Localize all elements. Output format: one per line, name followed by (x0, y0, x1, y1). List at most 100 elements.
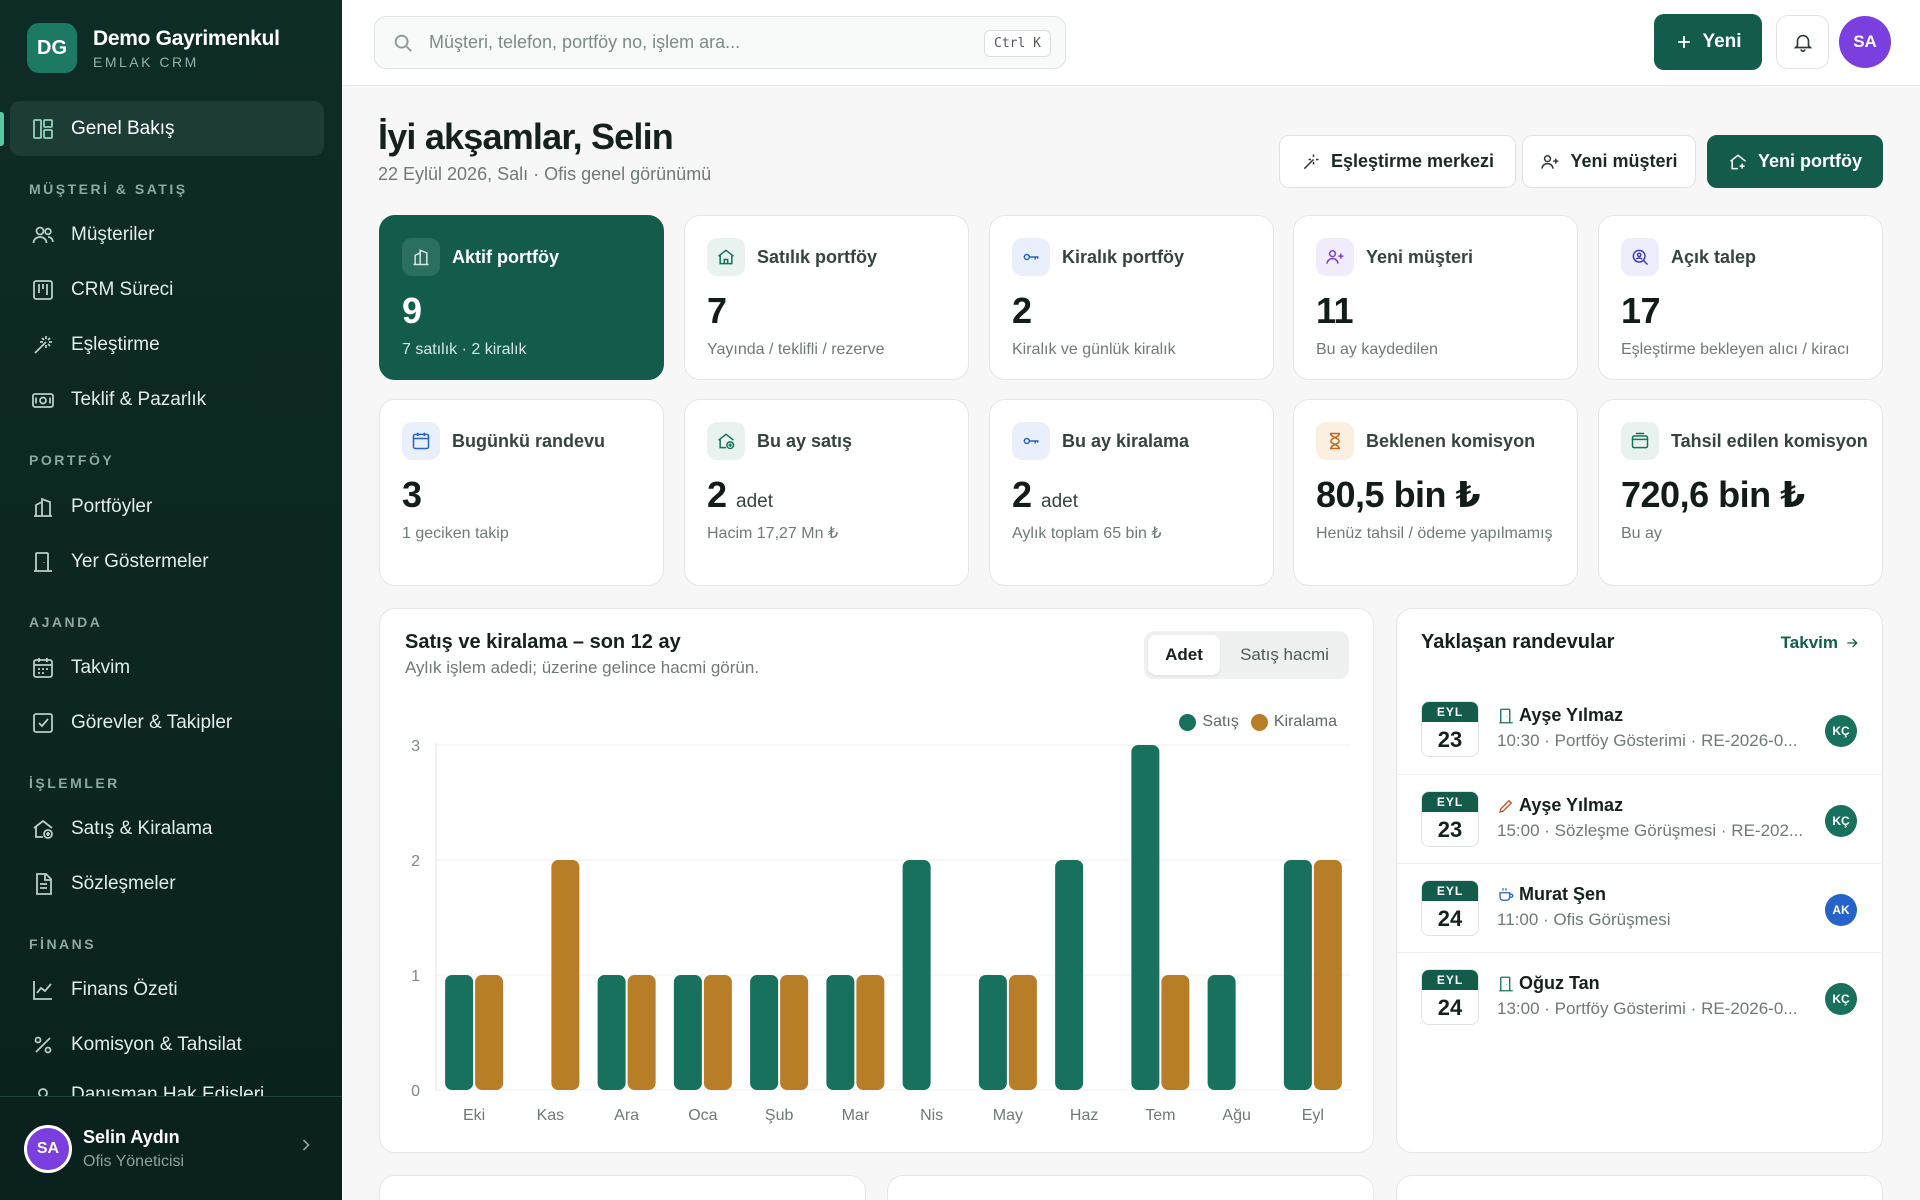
new-customer-button[interactable]: Yeni müşteri (1522, 135, 1696, 188)
stat-card-expected-commission[interactable]: Beklenen komisyon 80,5 bin ₺ Henüz tahsi… (1293, 399, 1578, 586)
x-tick-label: Tem (1145, 1107, 1175, 1124)
sidebar-item-earnings[interactable]: Danışman Hak Edişleri (10, 1072, 324, 1096)
x-tick-label: Mar (842, 1107, 870, 1124)
bar-rentals[interactable] (475, 975, 504, 1090)
bar-rentals[interactable] (1313, 860, 1342, 1090)
new-button[interactable]: Yeni (1654, 14, 1762, 70)
bar-rentals[interactable] (627, 975, 656, 1090)
date-badge: EYL 23 (1421, 701, 1479, 757)
bar-sales[interactable] (445, 975, 474, 1090)
appointment-meta: 13:00 · Portföy Gösterimi · RE-2026-0... (1497, 999, 1798, 1018)
x-tick-label: Kas (537, 1107, 565, 1124)
matching-center-button[interactable]: Eşleştirme merkezi (1279, 135, 1516, 188)
house-deal-icon (30, 816, 56, 842)
search-input[interactable]: Müşteri, telefon, portföy no, işlem ara.… (374, 16, 1066, 69)
sidebar-item-tasks[interactable]: Görevler & Takipler (10, 695, 324, 750)
user-plus-icon (1541, 154, 1559, 169)
assignee-avatar[interactable]: KÇ (1825, 715, 1857, 747)
stat-card-open-request[interactable]: Açık talep 17 Eşleştirme bekleyen alıcı … (1598, 215, 1883, 380)
user-role: Ofis Yöneticisi (83, 1153, 185, 1170)
bar-sales[interactable] (826, 975, 855, 1090)
stat-sub: Bu ay kaydedilen (1316, 341, 1438, 358)
stat-sub: Aylık toplam 65 bin ₺ (1012, 525, 1162, 542)
bar-sales[interactable] (673, 975, 702, 1090)
y-tick-label: 1 (411, 968, 420, 985)
stat-card-today-appointments[interactable]: Bugünkü randevu 3 1 geciken takip (379, 399, 664, 586)
sidebar-item-label: Komisyon & Tahsilat (71, 1033, 242, 1055)
new-portfolio-button[interactable]: Yeni portföy (1707, 135, 1883, 188)
bar-sales[interactable] (978, 975, 1007, 1090)
bar-sales[interactable] (1283, 860, 1312, 1090)
door-icon (1499, 708, 1513, 723)
arrow-right-icon (1847, 638, 1858, 648)
assignee-avatar[interactable]: KÇ (1825, 805, 1857, 837)
sidebar-item-overview[interactable]: Genel Bakış (10, 101, 324, 156)
bar-rentals[interactable] (1161, 975, 1190, 1090)
stat-sub: 7 satılık · 2 kiralık (402, 341, 527, 358)
appointment-row[interactable]: EYL 24 Oğuz Tan 13:00 · Portföy Gösterimi ·… (1397, 952, 1881, 1040)
house-plus-icon (1730, 153, 1746, 169)
bar-sales[interactable] (1055, 860, 1084, 1090)
chart-subtitle: Aylık işlem adedi; üzerine gelince hacmi… (405, 658, 760, 677)
assignee-avatar[interactable]: AK (1825, 894, 1857, 926)
sidebar-item-crm[interactable]: CRM Süreci (10, 262, 324, 317)
door-icon (1499, 976, 1513, 991)
x-tick-label: Şub (765, 1107, 794, 1124)
shortcut-badge: Ctrl K (984, 30, 1051, 57)
date-badge: EYL 24 (1421, 969, 1479, 1025)
button-label: Yeni portföy (1757, 151, 1862, 171)
building-icon (402, 238, 440, 276)
user-plus-icon (1316, 238, 1354, 276)
stat-card-rent-portfolio[interactable]: Kiralık portföy 2 Kiralık ve günlük kira… (989, 215, 1274, 380)
appointment-row[interactable]: EYL 23 Ayşe Yılmaz 10:30 · Portföy Gösterim… (1397, 685, 1881, 773)
assignee-avatar[interactable]: KÇ (1825, 983, 1857, 1015)
brand[interactable]: DG Demo Gayrimenkul EMLAK CRM (27, 23, 280, 73)
sidebar-item-customers[interactable]: Müşteriler (10, 207, 324, 262)
stat-label: Kiralık portföy (1062, 247, 1185, 267)
sidebar-item-showings[interactable]: Yer Göstermeler (10, 534, 324, 589)
sidebar-item-label: Eşleştirme (71, 333, 160, 355)
tab-count[interactable]: Adet (1148, 635, 1220, 675)
stat-card-sale-portfolio[interactable]: Satılık portföy 7 Yayında / teklifli / r… (684, 215, 969, 380)
avatar[interactable]: SA (1839, 16, 1891, 68)
appointment-customer: Murat Şen (1497, 884, 1606, 905)
bar-sales[interactable] (750, 975, 779, 1090)
bar-rentals[interactable] (703, 975, 732, 1090)
brand-name: Demo Gayrimenkul (93, 26, 280, 50)
tab-volume[interactable]: Satış hacmi (1240, 645, 1329, 664)
notifications-button[interactable] (1776, 15, 1829, 69)
sidebar-item-portfolios[interactable]: Portföyler (10, 479, 324, 534)
sidebar-item-matching[interactable]: Eşleştirme (10, 317, 324, 372)
user-profile[interactable]: SA Selin Aydın Ofis Yöneticisi (0, 1096, 342, 1200)
appointment-row[interactable]: EYL 23 Ayşe Yılmaz 15:00 · Sözleşme Görüşme… (1397, 774, 1881, 862)
sidebar-item-finance[interactable]: Finans Özeti (10, 962, 324, 1017)
bar-sales[interactable] (902, 860, 931, 1090)
calendar-link[interactable]: Takvim (1781, 633, 1860, 653)
stat-card-active-portfolio[interactable]: Aktif portföy 9 7 satılık · 2 kiralık (379, 215, 664, 380)
sidebar-item-sales[interactable]: Satış & Kiralama (10, 801, 324, 856)
appointments-panel: Yaklaşan randevular Takvim EYL 23 Ayşe Yıl… (1396, 608, 1883, 1153)
bar-rentals[interactable] (1008, 975, 1037, 1090)
date-day: 24 (1437, 995, 1463, 1020)
sidebar-item-calendar[interactable]: Takvim (10, 640, 324, 695)
card-partial (379, 1175, 866, 1200)
bar-sales[interactable] (597, 975, 626, 1090)
bar-rentals[interactable] (856, 975, 885, 1090)
bar-rentals[interactable] (551, 860, 580, 1090)
stat-card-collected-commission[interactable]: Tahsil edilen komisyon 720,6 bin ₺ Bu ay (1598, 399, 1883, 586)
appointment-row[interactable]: EYL 24 Murat Şen 11:00 · Ofis Görüşmesi AK (1397, 863, 1881, 951)
stat-card-month-sales[interactable]: Bu ay satış 2 adet Hacim 17,27 Mn ₺ (684, 399, 969, 586)
legend-swatch (1179, 713, 1197, 731)
bar-rentals[interactable] (780, 975, 809, 1090)
bar-sales[interactable] (1207, 975, 1236, 1090)
date-month: EYL (1422, 881, 1478, 901)
stat-card-new-customer[interactable]: Yeni müşteri 11 Bu ay kaydedilen (1293, 215, 1578, 380)
sidebar-item-contracts[interactable]: Sözleşmeler (10, 856, 324, 911)
bar-sales[interactable] (1131, 745, 1160, 1090)
stat-number: 2 (707, 474, 727, 515)
date-badge: EYL 24 (1421, 880, 1479, 936)
sidebar-item-offers[interactable]: Teklif & Pazarlık (10, 372, 324, 427)
stat-card-month-rentals[interactable]: Bu ay kiralama 2 adet Aylık toplam 65 bi… (989, 399, 1274, 586)
brand-subtitle: EMLAK CRM (93, 53, 199, 70)
sidebar-item-commission[interactable]: Komisyon & Tahsilat (10, 1017, 324, 1072)
